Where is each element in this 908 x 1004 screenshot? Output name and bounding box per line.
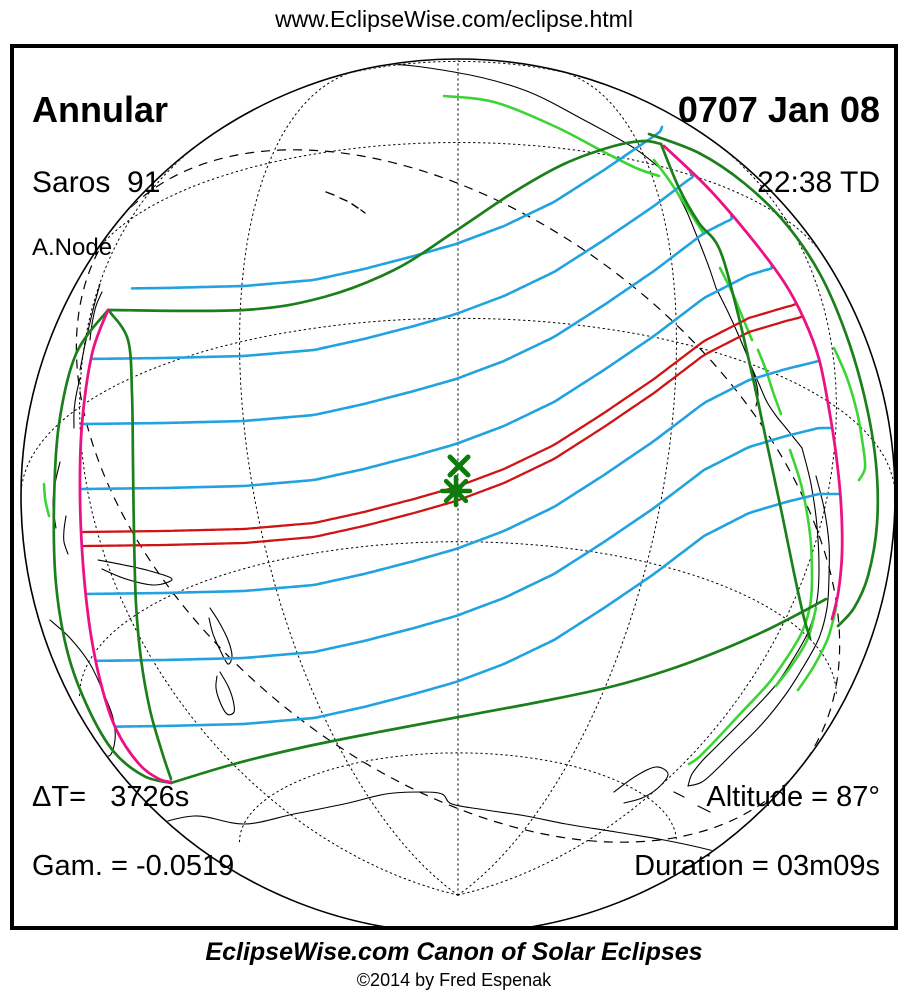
highlighted-coast: [796, 606, 838, 692]
parallel-line: [91, 142, 825, 258]
eclipse-date-label: 0707 Jan 08: [677, 88, 880, 130]
altitude-duration-block: Altitude = 87° Duration = 03m09s: [634, 746, 880, 918]
hawaii-island: [351, 203, 359, 209]
eclipse-markers: [439, 454, 473, 508]
map-frame: Annular Saros 91 A.Node 0707 Jan 08 22:3…: [10, 44, 898, 930]
duration-label: Duration = 03m09s: [634, 849, 880, 882]
coastline-path: [613, 766, 669, 804]
tierra-del-fuego-islands: [673, 791, 711, 813]
max-eclipse-line: [82, 214, 734, 426]
coastline-path: [208, 607, 233, 665]
sunset-curve: [662, 144, 844, 621]
globe-map: [20, 58, 894, 926]
highlighted-coast: [442, 94, 661, 178]
rise-set-curves: [78, 144, 844, 784]
eclipse-time-label: 22:38 TD: [757, 165, 880, 199]
parallel-line: [79, 541, 837, 697]
meridian-line: [79, 139, 459, 896]
max-eclipse-lines: [80, 125, 841, 728]
sunrise-inner-limit: [108, 310, 173, 781]
sunset-inner-limit: [659, 142, 812, 640]
footer-title: EclipseWise.com Canon of Solar Eclipses: [205, 938, 703, 966]
central-path-limit: [82, 315, 803, 548]
highlighted-coast: [718, 266, 754, 342]
eastern-outer-limit: [647, 132, 880, 628]
sunrise-curve: [78, 308, 173, 784]
coastline-path: [89, 291, 103, 341]
eclipse-type-block: Annular Saros 91 A.Node: [32, 54, 168, 298]
date-time-block: 0707 Jan 08 22:38 TD: [678, 54, 880, 235]
greatest-eclipse-center: [449, 484, 463, 498]
coastline-path: [687, 475, 830, 787]
max-eclipse-line: [115, 492, 841, 728]
northern-limit: [106, 139, 663, 313]
eclipse-type-label: Annular: [32, 88, 169, 130]
highlighted-coast: [652, 158, 706, 236]
coastline-path: [687, 447, 820, 787]
hawaii-island: [339, 197, 348, 202]
delta-t-gamma-block: ΔT= 3726s Gam. = -0.0519: [32, 746, 234, 918]
coastline-path: [750, 365, 803, 449]
node-label: A.Node: [32, 234, 113, 262]
max-eclipse-line: [130, 125, 664, 290]
x-marker: [447, 454, 471, 478]
max-eclipse-line: [91, 170, 695, 361]
coastline-path: [79, 283, 101, 371]
highlighted-coast: [774, 606, 818, 688]
hawaii-island: [325, 191, 335, 196]
coastlines: [49, 63, 830, 875]
max-eclipse-line: [96, 426, 833, 663]
coastline-path: [63, 515, 69, 555]
max-eclipse-line: [86, 359, 820, 596]
coastline-path: [73, 377, 81, 429]
gamma-label: Gam. = -0.0519: [32, 849, 235, 882]
western-outer-limit: [52, 308, 173, 785]
delta-t-label: ΔT= 3726s: [32, 781, 190, 814]
highlighted-coast: [687, 448, 814, 766]
penumbral-limits: [52, 132, 880, 785]
southern-limit: [169, 597, 828, 785]
site-url-header: www.EclipseWise.com/eclipse.html: [275, 6, 633, 32]
saros-label: Saros 91: [32, 165, 161, 199]
parallel-line: [22, 317, 894, 497]
max-eclipse-line: [80, 265, 774, 491]
highlighted-coast: [756, 348, 783, 416]
footer-copyright: ©2014 by Fred Espenak: [356, 970, 552, 990]
highlighted-coast: [832, 346, 867, 482]
coastline-path: [215, 671, 235, 716]
coastline-path: [97, 559, 173, 586]
altitude-label: Altitude = 87°: [706, 781, 880, 814]
asterisk-marker: [439, 474, 473, 508]
hawaii-island: [360, 209, 366, 214]
coast-highlights: [42, 94, 867, 766]
highlighted-coast: [42, 482, 51, 518]
